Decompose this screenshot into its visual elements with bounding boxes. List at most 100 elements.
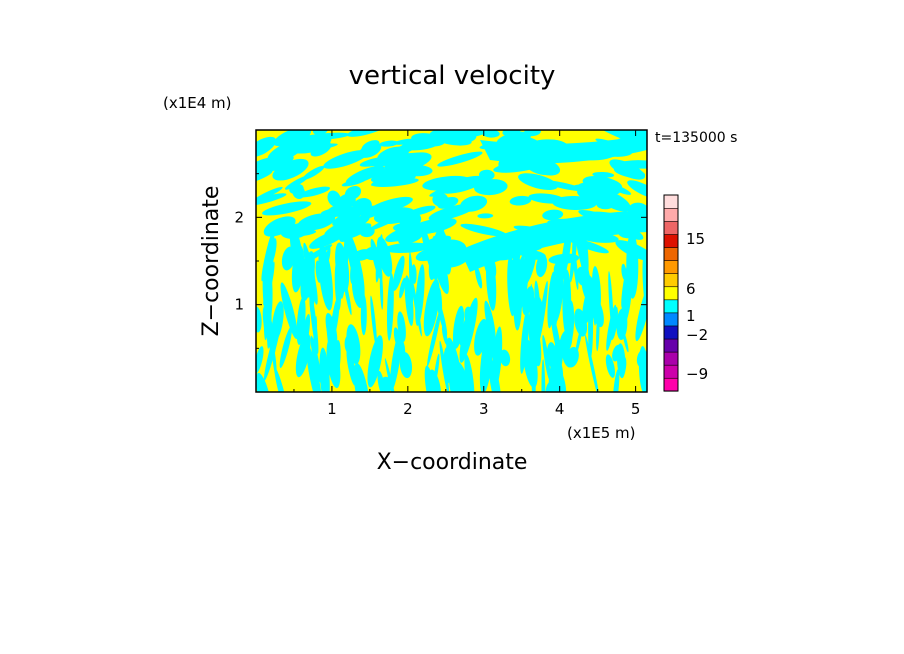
negative-patch bbox=[298, 130, 312, 138]
colorbar-label: 6 bbox=[686, 280, 696, 298]
negative-patch bbox=[353, 363, 371, 392]
negative-band bbox=[460, 210, 647, 272]
negative-patch bbox=[518, 173, 558, 190]
colorbar-band bbox=[663, 325, 679, 340]
negative-patch bbox=[379, 140, 399, 147]
colorbar-band bbox=[663, 312, 679, 327]
negative-patch bbox=[582, 277, 599, 324]
velocity-field bbox=[256, 130, 647, 392]
negative-patch bbox=[345, 165, 385, 185]
negative-patch bbox=[616, 308, 628, 340]
negative-patch bbox=[318, 245, 333, 311]
negative-patch bbox=[569, 234, 577, 283]
negative-patch bbox=[511, 272, 522, 300]
negative-patch bbox=[452, 305, 465, 349]
negative-patch bbox=[274, 367, 289, 392]
negative-patch bbox=[410, 275, 422, 337]
negative-patch bbox=[424, 365, 439, 392]
colorbar-band bbox=[663, 207, 679, 222]
negative-patch bbox=[268, 261, 275, 295]
negative-patch bbox=[484, 300, 496, 343]
negative-patch bbox=[323, 150, 369, 169]
negative-patch bbox=[612, 369, 620, 392]
negative-patch bbox=[584, 334, 600, 392]
colorbar-label: −2 bbox=[686, 326, 708, 344]
negative-patch bbox=[474, 265, 483, 289]
negative-patch bbox=[399, 277, 406, 299]
negative-patch bbox=[522, 339, 538, 388]
negative-patch bbox=[423, 279, 440, 337]
negative-patch bbox=[612, 344, 622, 362]
negative-patch bbox=[432, 192, 449, 207]
x-tick-label: 4 bbox=[555, 400, 565, 418]
negative-patch bbox=[271, 344, 277, 376]
negative-patch bbox=[509, 195, 532, 206]
x-tick-label: 1 bbox=[327, 400, 337, 418]
negative-patch bbox=[536, 254, 548, 278]
y-axis: 12 bbox=[234, 173, 647, 349]
field-blobs bbox=[256, 130, 647, 392]
negative-patch bbox=[592, 171, 615, 178]
negative-patch bbox=[306, 345, 323, 392]
negative-patch bbox=[638, 346, 647, 392]
negative-patch bbox=[617, 130, 647, 137]
negative-patch bbox=[386, 273, 394, 341]
negative-patch bbox=[304, 223, 317, 233]
negative-patch bbox=[370, 295, 377, 347]
negative-patch bbox=[256, 193, 287, 207]
negative-patch bbox=[327, 190, 341, 207]
negative-patch bbox=[385, 223, 427, 243]
colorbar-band bbox=[663, 299, 679, 314]
negative-patch bbox=[563, 268, 573, 315]
negative-patch bbox=[383, 242, 431, 254]
negative-patch bbox=[302, 165, 325, 180]
negative-patch bbox=[464, 306, 476, 329]
negative-patch bbox=[477, 213, 494, 219]
negative-patch bbox=[499, 349, 511, 367]
colorbar-band bbox=[663, 260, 679, 274]
negative-patch bbox=[437, 151, 483, 167]
negative-patch bbox=[401, 139, 439, 151]
negative-patch bbox=[344, 185, 362, 200]
negative-patch bbox=[389, 330, 402, 392]
negative-patch bbox=[298, 186, 331, 198]
negative-patch bbox=[289, 183, 304, 194]
negative-patch bbox=[485, 251, 497, 311]
negative-patch bbox=[575, 323, 583, 357]
negative-patch bbox=[330, 296, 340, 343]
negative-patch bbox=[325, 364, 330, 383]
negative-patch bbox=[605, 354, 615, 378]
negative-patch bbox=[608, 271, 614, 334]
negative-patch bbox=[315, 260, 322, 283]
chart-title: vertical velocity bbox=[349, 61, 556, 91]
colorbar-label: 1 bbox=[686, 307, 696, 325]
negative-patch bbox=[277, 132, 299, 146]
negative-patch bbox=[360, 294, 367, 336]
negative-patch bbox=[336, 216, 364, 232]
negative-patch bbox=[448, 372, 458, 392]
negative-patch bbox=[326, 338, 341, 389]
negative-patch bbox=[367, 209, 411, 232]
negative-patch bbox=[627, 180, 647, 199]
negative-patch bbox=[620, 357, 627, 378]
colorbar-band bbox=[663, 338, 679, 353]
negative-patch bbox=[309, 229, 347, 249]
negative-patch bbox=[542, 209, 564, 221]
negative-patch bbox=[319, 347, 330, 392]
negative-patch bbox=[350, 250, 360, 285]
negative-patch bbox=[464, 354, 475, 392]
negative-patch bbox=[618, 160, 647, 169]
negative-patch bbox=[367, 335, 383, 388]
colorbar-band bbox=[663, 273, 679, 288]
negative-patch bbox=[347, 130, 387, 137]
negative-patch bbox=[270, 149, 298, 168]
negative-patch bbox=[404, 275, 414, 326]
x-tick-label: 5 bbox=[631, 400, 641, 418]
negative-patch bbox=[488, 359, 501, 392]
negative-patch bbox=[372, 177, 419, 188]
negative-patch bbox=[603, 182, 632, 195]
colorbar-band bbox=[663, 377, 679, 392]
negative-patch bbox=[379, 271, 384, 310]
negative-patch bbox=[350, 206, 363, 215]
